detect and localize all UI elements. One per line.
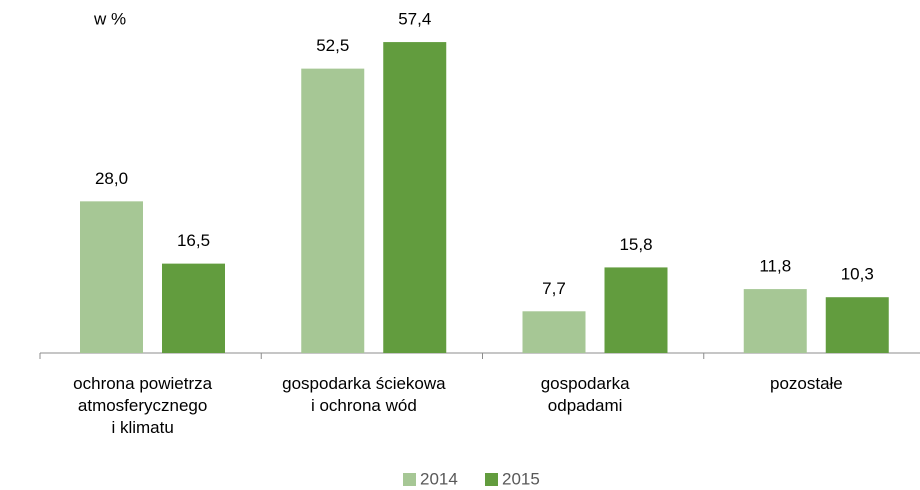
data-label: 7,7 xyxy=(542,279,566,298)
bar xyxy=(604,267,668,353)
x-tick-label: pozostałe xyxy=(769,374,843,393)
data-label: 28,0 xyxy=(95,169,128,188)
legend-swatch xyxy=(403,473,416,486)
data-label: 15,8 xyxy=(619,235,652,254)
legend-label: 2015 xyxy=(502,469,540,488)
bar xyxy=(743,289,807,353)
bar xyxy=(383,42,447,353)
data-label: 52,5 xyxy=(316,36,349,55)
bar xyxy=(522,311,586,353)
x-tick-label: gospodarka odpadami xyxy=(540,374,630,415)
legend-swatch xyxy=(485,473,498,486)
x-tick-label: ochrona powietrza atmosferycznego i klim… xyxy=(73,374,213,437)
bar xyxy=(825,297,889,353)
data-label: 57,4 xyxy=(398,10,431,29)
x-tick-label: gospodarka ściekowa i ochrona wód xyxy=(282,374,446,415)
bar xyxy=(80,201,143,353)
bar xyxy=(162,263,225,353)
data-label: 10,3 xyxy=(841,265,874,284)
unit-label: w % xyxy=(93,9,126,28)
bar xyxy=(301,68,365,353)
legend-label: 2014 xyxy=(420,469,458,488)
data-label: 11,8 xyxy=(759,257,791,276)
data-label: 16,5 xyxy=(177,231,210,250)
